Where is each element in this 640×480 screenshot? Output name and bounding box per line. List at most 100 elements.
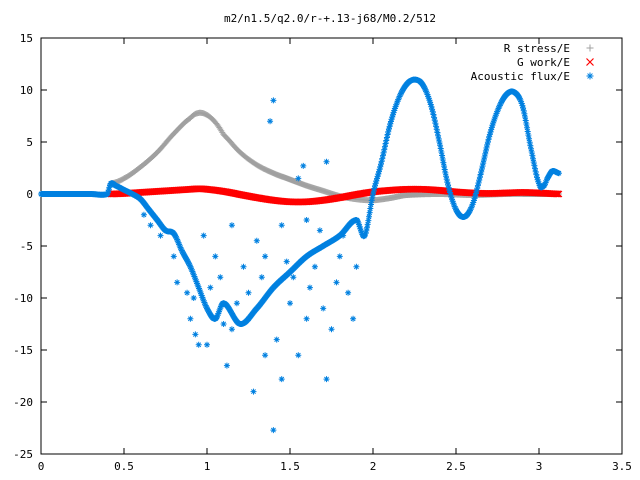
data-point xyxy=(520,104,527,111)
data-point xyxy=(377,161,384,168)
data-point xyxy=(439,156,446,163)
data-point xyxy=(389,113,396,120)
data-point xyxy=(441,163,448,170)
data-point xyxy=(482,150,489,157)
data-point xyxy=(452,205,459,212)
data-point xyxy=(586,58,594,66)
data-point xyxy=(431,117,438,124)
data-point xyxy=(270,427,277,434)
data-point xyxy=(393,99,400,106)
data-point xyxy=(250,388,257,395)
data-point xyxy=(215,308,222,315)
data-point xyxy=(526,139,533,146)
data-point xyxy=(435,135,442,142)
data-point xyxy=(438,148,445,155)
data-point xyxy=(345,289,352,296)
data-point xyxy=(484,141,491,148)
data-point xyxy=(262,352,269,359)
data-point xyxy=(555,190,563,198)
data-point xyxy=(496,102,503,109)
data-point xyxy=(449,196,456,203)
legend-item: R stress/E xyxy=(504,42,594,55)
data-point xyxy=(451,203,458,210)
series-r-stress-e xyxy=(107,109,562,204)
data-point xyxy=(170,253,177,260)
data-point xyxy=(267,118,274,125)
data-point xyxy=(386,123,393,130)
data-point xyxy=(485,136,492,143)
data-point xyxy=(490,117,497,124)
data-point xyxy=(220,321,227,327)
data-point xyxy=(187,263,194,270)
data-point xyxy=(492,114,499,121)
data-point xyxy=(423,89,430,96)
data-point xyxy=(396,93,403,100)
data-point xyxy=(356,221,363,228)
data-point xyxy=(529,152,536,159)
series-layer xyxy=(38,76,563,434)
data-point xyxy=(478,168,485,175)
data-point xyxy=(362,230,369,237)
data-point xyxy=(197,288,204,295)
y-tick-label: 0 xyxy=(26,188,33,201)
data-point xyxy=(287,300,293,307)
data-point xyxy=(212,253,219,260)
data-point xyxy=(355,219,362,226)
data-point xyxy=(258,274,265,281)
data-point xyxy=(425,95,432,102)
data-point xyxy=(427,99,434,106)
data-point xyxy=(306,284,313,291)
data-point xyxy=(303,217,310,223)
x-tick-label: 3 xyxy=(536,460,543,473)
data-point xyxy=(189,268,196,275)
data-point xyxy=(106,184,113,191)
data-point xyxy=(354,218,361,225)
data-point xyxy=(217,303,224,310)
data-point xyxy=(476,174,483,181)
data-point xyxy=(467,206,474,213)
data-point xyxy=(488,124,495,131)
data-point xyxy=(423,88,430,95)
data-point xyxy=(527,142,534,149)
data-point xyxy=(376,166,383,173)
data-point xyxy=(436,139,443,145)
data-point xyxy=(233,300,240,307)
data-point xyxy=(369,194,376,201)
data-point xyxy=(526,135,533,142)
data-point xyxy=(395,96,402,103)
data-point xyxy=(323,158,330,165)
data-point xyxy=(525,132,532,139)
data-point xyxy=(196,287,203,294)
data-point xyxy=(470,197,477,204)
y-tick-label: 15 xyxy=(20,32,33,45)
data-point xyxy=(449,198,456,205)
data-point xyxy=(476,177,483,184)
x-tick-label: 2 xyxy=(370,460,377,473)
data-point xyxy=(311,263,318,270)
data-point xyxy=(443,176,450,183)
data-point xyxy=(196,285,203,292)
data-point xyxy=(217,305,224,312)
data-point xyxy=(384,131,391,138)
x-tick-label: 0.5 xyxy=(114,460,134,473)
data-point xyxy=(443,173,450,180)
data-point xyxy=(191,273,198,280)
data-point xyxy=(377,163,384,170)
data-point xyxy=(177,244,184,251)
data-point xyxy=(530,155,537,162)
data-point xyxy=(441,166,448,173)
data-point xyxy=(479,163,486,170)
data-point xyxy=(448,194,455,201)
data-point xyxy=(469,201,476,208)
data-point xyxy=(385,125,392,132)
data-point xyxy=(368,197,375,204)
x-tick-label: 1.5 xyxy=(280,460,300,473)
data-point xyxy=(472,190,479,197)
data-point xyxy=(363,227,370,234)
data-point xyxy=(364,224,371,231)
data-point xyxy=(194,282,201,289)
data-point xyxy=(228,222,235,229)
data-point xyxy=(214,312,221,319)
data-point xyxy=(328,326,335,333)
